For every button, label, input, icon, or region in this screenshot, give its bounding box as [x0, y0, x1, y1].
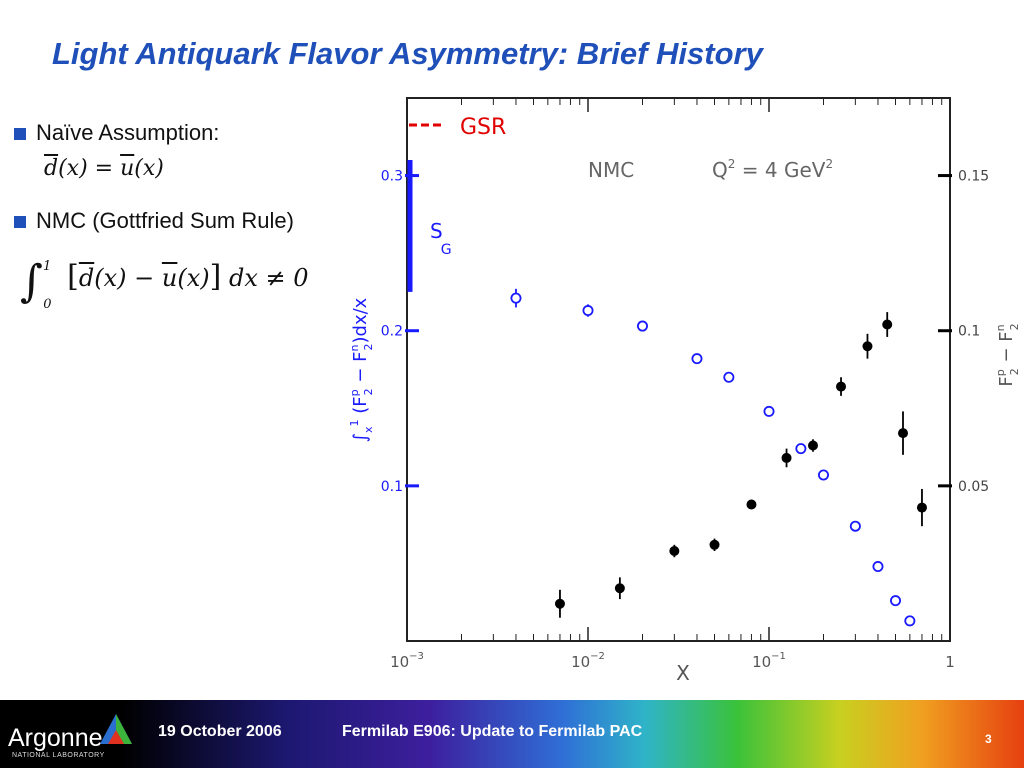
y-right-tick-label: 0.15: [958, 169, 989, 185]
data-point-open: [636, 320, 648, 332]
footer-title: Fermilab E906: Update to Fermilab PAC: [342, 723, 643, 740]
plot-frame: [406, 97, 951, 642]
data-point-filled: [781, 452, 792, 463]
data-point-filled: [709, 539, 720, 550]
bullet-nmc: NMC (Gottfried Sum Rule): [14, 208, 294, 234]
nmc-annotation: NMC: [588, 158, 634, 182]
bullet-label: NMC (Gottfried Sum Rule): [36, 208, 294, 233]
x-axis-label: X: [676, 661, 690, 685]
argonne-logo: Argonne: [8, 724, 103, 752]
data-point-filled: [836, 381, 847, 392]
x-tick-label: 1: [945, 653, 955, 671]
data-point-open: [510, 292, 522, 304]
data-point-open: [763, 405, 775, 417]
data-point-filled: [746, 499, 757, 510]
y-right-tick-label: 0.1: [958, 324, 980, 340]
footer-date: 19 October 2006: [158, 723, 282, 740]
y-right-tick-label: 0.05: [958, 479, 989, 495]
data-point-open: [582, 305, 594, 317]
x-tick-label: 10−3: [390, 651, 424, 671]
formula-gottfried-integral: ∫10 [d(x) − u(x)] dx ≠ 0: [20, 256, 309, 312]
data-point-open: [723, 371, 735, 383]
y-left-tick-label: 0.2: [381, 324, 403, 340]
y-right-axis-label: Fp2 − Fn2: [994, 323, 1021, 386]
y-left-axis-label: ∫x1 (Fp2 − Fn2)dx/x: [348, 297, 375, 442]
data-point-open: [872, 561, 884, 573]
bullet-square-icon: [14, 128, 26, 140]
data-point-open: [849, 520, 861, 532]
footer-bar: [0, 700, 1024, 768]
gsr-legend-label: GSR: [460, 115, 506, 140]
argonne-logo-sub: NATIONAL LABORATORY: [12, 752, 105, 759]
data-point-filled: [554, 598, 565, 609]
x-tick-label: 10−2: [571, 651, 605, 671]
argonne-triangle-icon: [100, 714, 132, 744]
data-point-filled: [898, 428, 909, 439]
data-point-filled: [862, 341, 873, 352]
footer-page-number: 3: [985, 732, 992, 746]
bullet-label: Naïve Assumption:: [36, 120, 220, 145]
bullet-naive-assumption: Naïve Assumption:: [14, 120, 219, 146]
data-point-open: [817, 469, 829, 481]
bullet-square-icon: [14, 216, 26, 228]
y-left-tick-label: 0.1: [381, 479, 403, 495]
data-point-filled: [669, 546, 680, 557]
data-point-open: [904, 615, 916, 627]
data-point-open: [691, 353, 703, 365]
slide-title: Light Antiquark Flavor Asymmetry: Brief …: [52, 36, 763, 71]
x-tick-label: 10−1: [752, 651, 786, 671]
data-point-open: [795, 443, 807, 455]
formula-d-equals-u: d(x) = u(x): [44, 156, 164, 181]
data-point-filled: [807, 440, 818, 451]
data-point-open: [890, 595, 902, 607]
data-point-filled: [916, 502, 927, 513]
nmc-chart: 10−3 10−2 10−1 1 0.1 0.2 0.3 0.05 0.1 0.15 GSR NM…: [348, 97, 1021, 685]
data-point-filled: [882, 319, 893, 330]
data-point-filled: [614, 583, 625, 594]
y-left-tick-label: 0.3: [381, 169, 403, 185]
